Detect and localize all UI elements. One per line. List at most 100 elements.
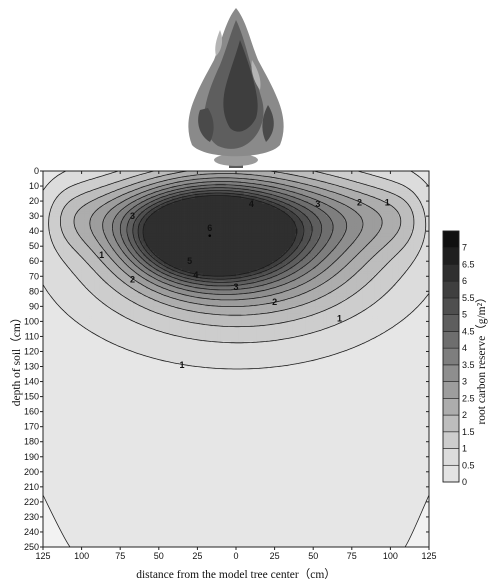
colorbar-frame — [442, 230, 460, 483]
colorbar-swatch — [442, 431, 460, 449]
y-tick-label: 140 — [24, 377, 39, 387]
contour-label: 4 — [249, 199, 254, 209]
colorbar-swatch — [442, 331, 460, 349]
colorbar-swatch — [442, 364, 460, 382]
x-tick-label: 50 — [308, 551, 318, 561]
y-tick-label: 0 — [34, 166, 39, 176]
contour-label: 3 — [233, 282, 238, 292]
colorbar-swatch — [442, 398, 460, 416]
colorbar-swatch — [442, 280, 460, 299]
colorbar-tick-label: 2 — [462, 410, 467, 420]
contour-label: 6 — [207, 223, 212, 233]
colorbar-swatch — [442, 314, 460, 332]
y-tick-label: 170 — [24, 422, 39, 432]
colorbar-tick-label: 0.5 — [462, 460, 475, 470]
x-axis-label: distance from the model tree center（cm） — [136, 568, 336, 581]
y-tick-label: 20 — [29, 196, 39, 206]
colorbar-swatch — [442, 414, 460, 433]
contour-line-2 — [73, 171, 402, 316]
contour-line-6 — [142, 195, 297, 277]
contour-label: 1 — [99, 250, 104, 260]
x-tick-label: 25 — [192, 551, 202, 561]
contour-label: 3 — [315, 199, 320, 209]
colorbar-tick-label: 7 — [462, 243, 467, 253]
y-tick-label: 150 — [24, 392, 39, 402]
colorbar-tick-label: 5 — [462, 310, 467, 320]
colorbar-tick-label: 0 — [462, 477, 467, 487]
colorbar-swatch — [442, 464, 460, 483]
x-tick-label: 75 — [347, 551, 357, 561]
colorbar-label: root carbon reserve（g/m²） — [475, 291, 488, 424]
contour-label: 5 — [187, 256, 192, 266]
y-tick-label: 220 — [24, 497, 39, 507]
contour-line-4 — [119, 184, 334, 291]
x-tick-label: 125 — [35, 551, 50, 561]
colorbar-tick-label: 6 — [462, 276, 467, 286]
contour-region-bottom — [43, 494, 71, 547]
y-axis-label: depth of soil（cm） — [10, 312, 23, 407]
contour-label: 1 — [179, 360, 184, 370]
contour-line-3 — [102, 177, 364, 301]
contour-label: 4 — [193, 270, 198, 280]
tree-illustration — [188, 8, 284, 168]
y-tick-label: 80 — [29, 286, 39, 296]
contour-label: 2 — [357, 198, 362, 208]
contour-line-5 — [132, 190, 313, 283]
y-tick-label: 250 — [24, 542, 39, 552]
colorbar-tick-label: 4 — [462, 343, 467, 353]
y-tick-label: 30 — [29, 211, 39, 221]
y-axis: 0 10 20 30 40 50 60 70 80 90 100 110 120 130 140 150 160… — [24, 166, 429, 552]
y-tick-label: 120 — [24, 346, 39, 356]
colorbar: 0 0.5 1 1.5 2 2.5 3 3.5 4 4.5 5 5.5 6 6.5 7 — [442, 230, 475, 487]
contour-label: 3 — [130, 211, 135, 221]
contour-line-1.5 — [60, 171, 415, 328]
colorbar-tick-label: 3.5 — [462, 360, 475, 370]
contour-label: 2 — [130, 274, 135, 284]
y-tick-label: 160 — [24, 407, 39, 417]
contour-line-2.5 — [89, 173, 383, 307]
y-tick-label: 230 — [24, 512, 39, 522]
y-tick-label: 200 — [24, 467, 39, 477]
y-tick-label: 40 — [29, 226, 39, 236]
y-tick-label: 60 — [29, 256, 39, 266]
colorbar-swatch — [442, 230, 460, 249]
contour-label: 1 — [337, 313, 342, 323]
x-tick-label: 125 — [421, 551, 436, 561]
x-tick-label: 100 — [383, 551, 398, 561]
contour-line-1 — [48, 171, 427, 344]
colorbar-tick-label: 4.5 — [462, 326, 475, 336]
y-tick-label: 210 — [24, 482, 39, 492]
colorbar-tick-label: 1 — [462, 444, 467, 454]
y-tick-label: 70 — [29, 271, 39, 281]
peak-marker — [208, 234, 212, 237]
colorbar-swatch — [442, 264, 460, 282]
contour-region-bottom-right — [404, 494, 429, 547]
contour-line-3.5 — [112, 181, 348, 295]
x-tick-label: 100 — [74, 551, 89, 561]
colorbar-swatch — [442, 381, 460, 399]
x-tick-label: 0 — [233, 551, 238, 561]
y-tick-label: 190 — [24, 452, 39, 462]
contour-label: 2 — [272, 297, 277, 307]
contour-line-0.5 — [43, 171, 429, 370]
contour-lines — [43, 171, 429, 370]
colorbar-swatch — [442, 347, 460, 366]
y-tick-label: 130 — [24, 362, 39, 372]
y-tick-label: 50 — [29, 241, 39, 251]
colorbar-swatch — [442, 448, 460, 466]
x-axis: 125 100 75 50 25 0 25 50 75 100 125 — [35, 171, 437, 561]
x-tick-label: 25 — [270, 551, 280, 561]
colorbar-tick-label: 2.5 — [462, 393, 475, 403]
contour-label: 1 — [385, 198, 390, 208]
colorbar-tick-label: 3 — [462, 377, 467, 387]
y-tick-label: 180 — [24, 437, 39, 447]
y-tick-label: 240 — [24, 527, 39, 537]
colorbar-tick-label: 6.5 — [462, 259, 475, 269]
colorbar-tick-label: 5.5 — [462, 293, 475, 303]
y-tick-label: 110 — [25, 331, 39, 341]
contour-line-5.5 — [137, 192, 305, 280]
y-tick-label: 10 — [29, 181, 39, 191]
colorbar-swatch — [442, 247, 460, 265]
